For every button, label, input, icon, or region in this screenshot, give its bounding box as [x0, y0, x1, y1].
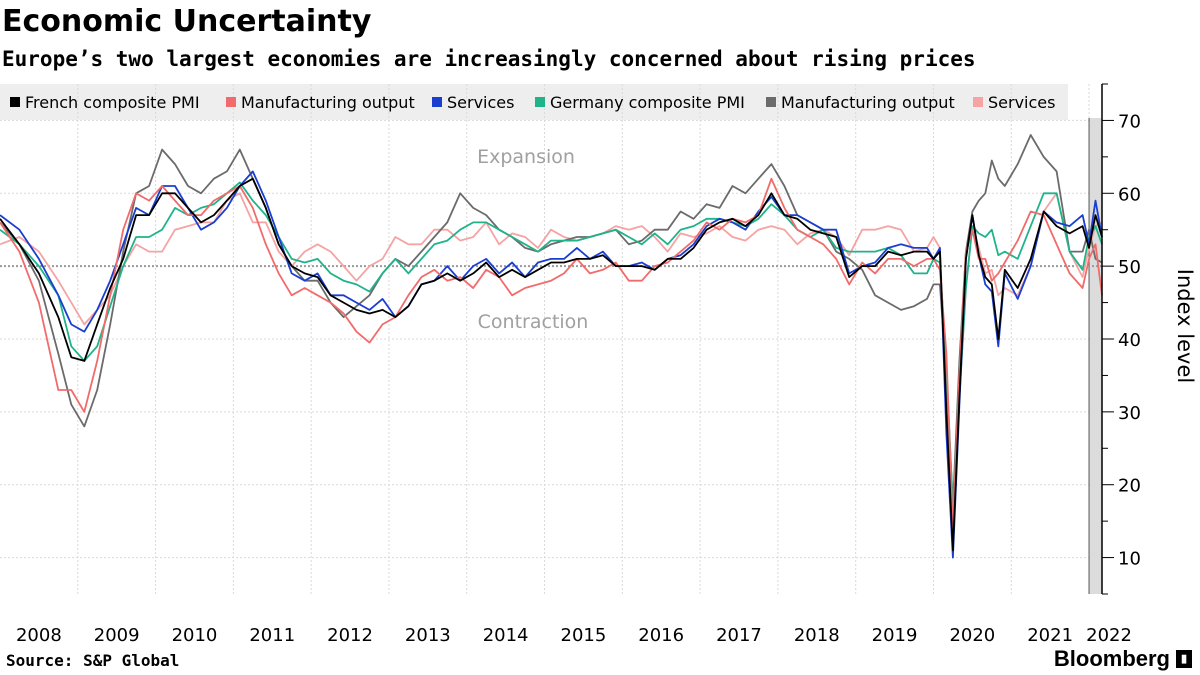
x-tick-label: 2013: [405, 625, 451, 646]
x-tick-label: 2008: [16, 625, 62, 646]
legend-label: Services: [988, 93, 1055, 112]
legend-label: French composite PMI: [25, 93, 200, 112]
x-tick-label: 2022: [1086, 625, 1132, 646]
legend-label: Services: [447, 93, 514, 112]
x-tick-label: 2009: [94, 625, 140, 646]
y-tick-label: 50: [1118, 257, 1141, 278]
annotation-expansion: Expansion: [477, 146, 575, 168]
legend-swatch: [226, 97, 236, 107]
y-tick-label: 20: [1118, 476, 1141, 497]
y-tick-label: 60: [1118, 184, 1141, 205]
legend-swatch: [535, 97, 545, 107]
legend-swatch: [10, 97, 20, 107]
x-tick-label: 2015: [561, 625, 607, 646]
bloomberg-logo: Bloomberg ▮: [1054, 646, 1192, 672]
legend-swatch: [432, 97, 442, 107]
x-tick-label: 2012: [327, 625, 373, 646]
x-tick-label: 2018: [794, 625, 840, 646]
legend-swatch: [766, 97, 776, 107]
y-axis: 10 20 30 40 50 60 70: [1101, 83, 1141, 595]
x-tick-label: 2010: [172, 625, 218, 646]
legend-swatch: [973, 97, 983, 107]
legend-band: [0, 84, 1068, 120]
legend-label: Manufacturing output: [241, 93, 415, 112]
series-lines: [0, 134, 1103, 559]
annotation-contraction: Contraction: [478, 311, 589, 333]
chart-title: Economic Uncertainty: [2, 4, 372, 39]
x-tick-label: 2017: [716, 625, 762, 646]
x-tick-label: 2016: [638, 625, 684, 646]
series-line: [0, 181, 1103, 508]
legend: French composite PMI Manufacturing output…: [10, 93, 1055, 112]
y-tick-label: 40: [1118, 330, 1141, 351]
shaded-period: [1089, 118, 1102, 594]
x-tick-label: 2019: [872, 625, 918, 646]
legend-label: Germany composite PMI: [550, 93, 745, 112]
x-tick-label: 2020: [949, 625, 995, 646]
y-tick-label: 70: [1118, 111, 1141, 132]
x-tick-label: 2014: [483, 625, 529, 646]
chart-subtitle: Europe’s two largest economies are incre…: [2, 47, 976, 71]
series-line: [0, 177, 1103, 552]
x-tick-label: 2011: [249, 625, 295, 646]
x-axis: 2008 2009 2010 2011 2012 2013 2014 2015 2016 2017…: [16, 625, 1132, 646]
y-tick-label: 30: [1118, 403, 1141, 424]
legend-label: Manufacturing output: [781, 93, 955, 112]
source-note: Source: S&P Global: [6, 651, 180, 670]
x-tick-label: 2021: [1027, 625, 1073, 646]
brand-text: Bloomberg: [1053, 646, 1170, 671]
terminal-icon: ▮: [1176, 650, 1192, 668]
y-tick-label: 10: [1118, 549, 1141, 570]
y-axis-label: Index level: [1173, 269, 1197, 383]
